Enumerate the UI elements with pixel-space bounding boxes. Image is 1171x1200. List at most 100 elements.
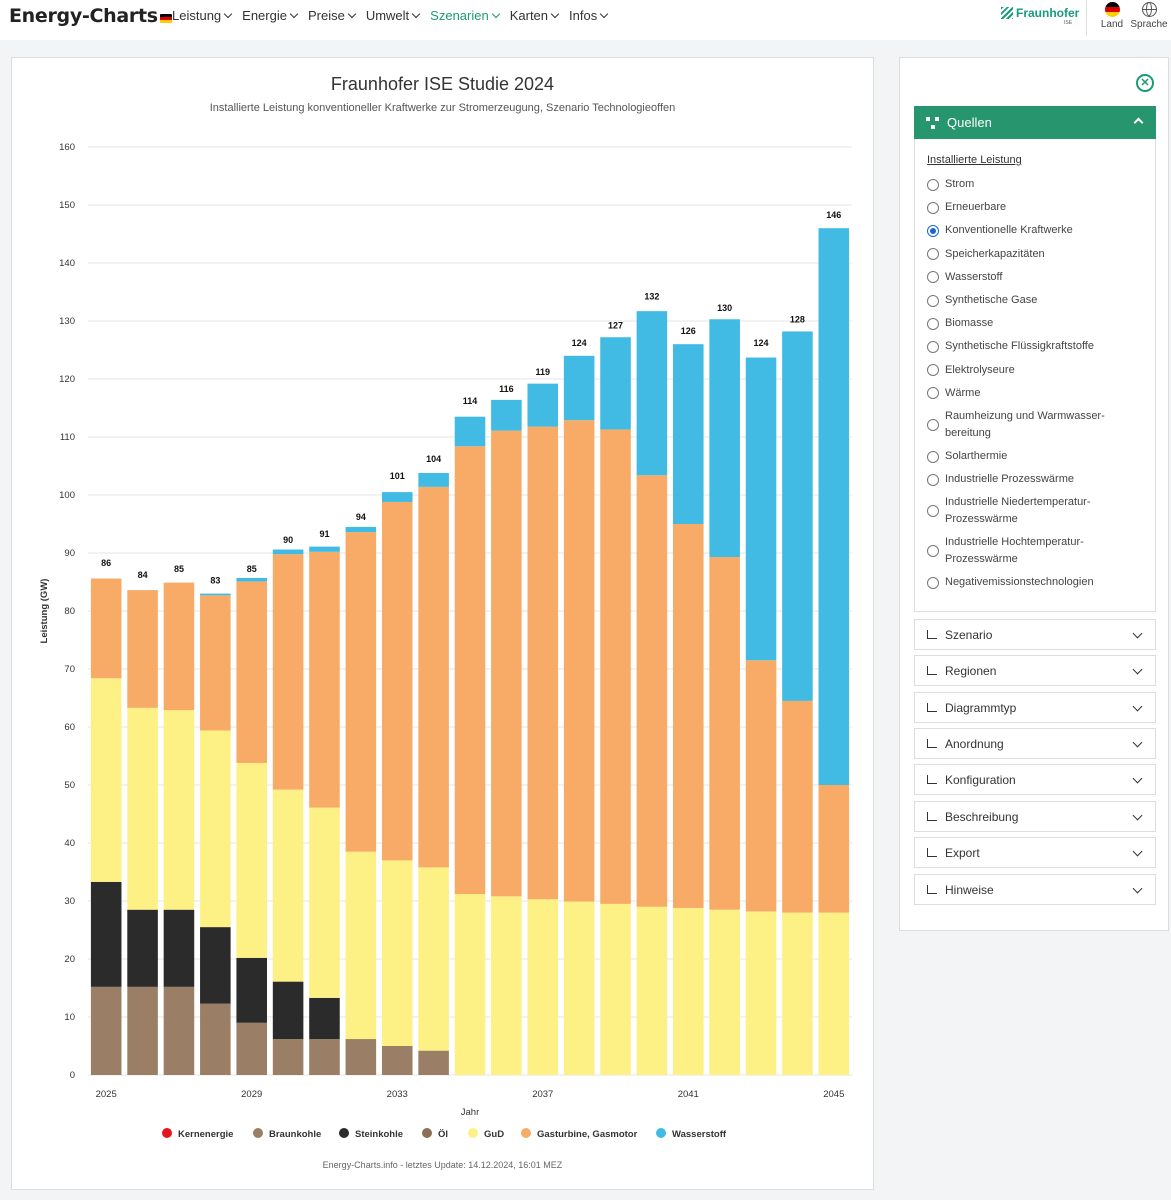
source-option-label-line: Prozesswärme xyxy=(945,513,1018,526)
bar-total-label: 94 xyxy=(356,512,366,522)
bar-segment xyxy=(454,894,486,1075)
bar-total-label: 146 xyxy=(826,210,841,220)
source-option[interactable]: Solarthermie xyxy=(927,448,1147,465)
source-option[interactable]: Negativemissionstechnologien xyxy=(927,574,1147,591)
legend-swatch xyxy=(253,1128,263,1138)
bar-total-label: 85 xyxy=(174,564,184,574)
nav-item-umwelt[interactable]: Umwelt xyxy=(366,8,421,23)
source-option[interactable]: Synthetische Flüssigkraftstoffe xyxy=(927,338,1147,355)
bar-segment xyxy=(782,912,813,1075)
radio-button[interactable] xyxy=(927,271,939,284)
nav-item-preise[interactable]: Preise xyxy=(308,8,357,23)
chevron-down-icon xyxy=(1132,883,1143,894)
nav-item-leistung[interactable]: Leistung xyxy=(172,8,233,23)
accordion-szenario[interactable]: Szenario xyxy=(914,619,1156,650)
x-tick-label: 2037 xyxy=(532,1089,553,1100)
accordion-anordnung[interactable]: Anordnung xyxy=(914,728,1156,759)
accordion-export[interactable]: Export xyxy=(914,837,1156,868)
bar-segment xyxy=(600,337,631,430)
source-option[interactable]: Biomasse xyxy=(927,315,1147,332)
accordion-beschreibung[interactable]: Beschreibung xyxy=(914,801,1156,832)
y-tick-label: 110 xyxy=(60,432,75,443)
accordion-konfiguration[interactable]: Konfiguration xyxy=(914,764,1156,795)
bar-segment xyxy=(345,851,377,1040)
bar-segment xyxy=(309,546,340,552)
source-option[interactable]: Raumheizung und Warmwasser-bereitung xyxy=(927,408,1147,442)
szenario-icon xyxy=(927,630,937,639)
source-option[interactable]: Strom xyxy=(927,176,1147,193)
bar-segment xyxy=(200,927,231,1004)
legend-item-label: Steinkohle xyxy=(355,1129,403,1140)
bar-segment xyxy=(745,911,777,1075)
bar-segment xyxy=(345,526,377,533)
bar-segment xyxy=(381,492,413,502)
chevron-down-icon xyxy=(599,9,609,19)
accordion-diagrammtyp[interactable]: Diagrammtyp xyxy=(914,692,1156,723)
nav-item-infos[interactable]: Infos xyxy=(569,8,609,23)
legend-swatch xyxy=(162,1128,172,1138)
radio-button[interactable] xyxy=(927,224,939,237)
site-logo[interactable]: Energy-Charts xyxy=(9,5,172,27)
radio-button[interactable] xyxy=(927,576,939,589)
source-option[interactable]: Konventionelle Kraftwerke xyxy=(927,222,1147,239)
source-option[interactable]: Speicherkapazitäten xyxy=(927,246,1147,263)
fraunhofer-logo[interactable]: Fraunhofer ISE xyxy=(1001,6,1079,26)
bar-segment xyxy=(636,475,668,907)
radio-button[interactable] xyxy=(927,340,939,353)
accordion-label: Hinweise xyxy=(945,882,994,897)
source-option[interactable]: Wärme xyxy=(927,385,1147,402)
bar-segment xyxy=(163,986,195,1075)
export-icon xyxy=(927,848,937,857)
source-option[interactable]: Industrielle Niedertemperatur- Prozesswär… xyxy=(927,494,1147,528)
sources-title: Quellen xyxy=(947,115,992,130)
partner-subname: ISE xyxy=(1064,20,1073,26)
radio-button[interactable] xyxy=(927,178,939,191)
radio-button[interactable] xyxy=(927,387,939,400)
chevron-down-icon xyxy=(1132,737,1143,748)
source-option[interactable]: Wasserstoff xyxy=(927,269,1147,286)
sources-accordion-header[interactable]: Quellen xyxy=(914,106,1156,139)
nav-item-karten[interactable]: Karten xyxy=(509,8,560,23)
hinweise-icon xyxy=(927,885,937,894)
radio-button[interactable] xyxy=(927,450,939,463)
nav-item-energie[interactable]: Energie xyxy=(242,8,299,23)
radio-button[interactable] xyxy=(927,317,939,330)
bar-segment xyxy=(127,590,158,708)
radio-button[interactable] xyxy=(927,201,939,214)
bar-total-label: 86 xyxy=(101,558,111,568)
radio-button[interactable] xyxy=(927,248,939,261)
accordion-hinweise[interactable]: Hinweise xyxy=(914,874,1156,905)
y-axis-label: Leistung (GW) xyxy=(39,579,50,644)
nav-item-label: Energie xyxy=(242,8,287,23)
radio-button[interactable] xyxy=(927,419,939,431)
radio-button[interactable] xyxy=(927,505,939,518)
source-option[interactable]: Industrielle Hochtemperatur- Prozesswärme xyxy=(927,534,1147,568)
settings-panel: ✕ Quellen Installierte Leistung Strom Ern… xyxy=(899,57,1169,931)
accordion-regionen[interactable]: Regionen xyxy=(914,655,1156,686)
bar-segment xyxy=(381,501,413,861)
source-option[interactable]: Elektrolyseure xyxy=(927,362,1147,379)
y-tick-label: 70 xyxy=(64,664,75,675)
close-circle-icon[interactable]: ✕ xyxy=(1136,74,1154,92)
radio-button[interactable] xyxy=(927,364,939,377)
bar-total-label: 124 xyxy=(754,338,769,348)
radio-button[interactable] xyxy=(927,473,939,486)
chart-footer: Energy-Charts.info - letztes Update: 14.… xyxy=(322,1160,563,1170)
nav-item-szenarien[interactable]: Szenarien xyxy=(430,8,500,23)
radio-button[interactable] xyxy=(927,545,939,558)
source-option-label: Erneuerbare xyxy=(945,201,1007,214)
y-tick-label: 80 xyxy=(64,606,75,617)
source-option[interactable]: Synthetische Gase xyxy=(927,292,1147,309)
source-option[interactable]: Industrielle Prozesswärme xyxy=(927,471,1147,488)
source-option-label: Wärme xyxy=(945,386,981,399)
source-option[interactable]: Erneuerbare xyxy=(927,199,1147,216)
y-tick-label: 0 xyxy=(70,1070,75,1081)
accordion-label: Konfiguration xyxy=(945,772,1016,787)
radio-button[interactable] xyxy=(927,294,939,307)
chart-subtitle: Installierte Leistung konventioneller Kr… xyxy=(209,102,676,114)
language-selector[interactable]: Sprache xyxy=(1129,0,1169,30)
country-selector[interactable]: Land xyxy=(1092,0,1132,30)
nav-item-label: Karten xyxy=(509,8,549,23)
bar-segment xyxy=(200,730,231,928)
bar-segment xyxy=(818,912,850,1075)
